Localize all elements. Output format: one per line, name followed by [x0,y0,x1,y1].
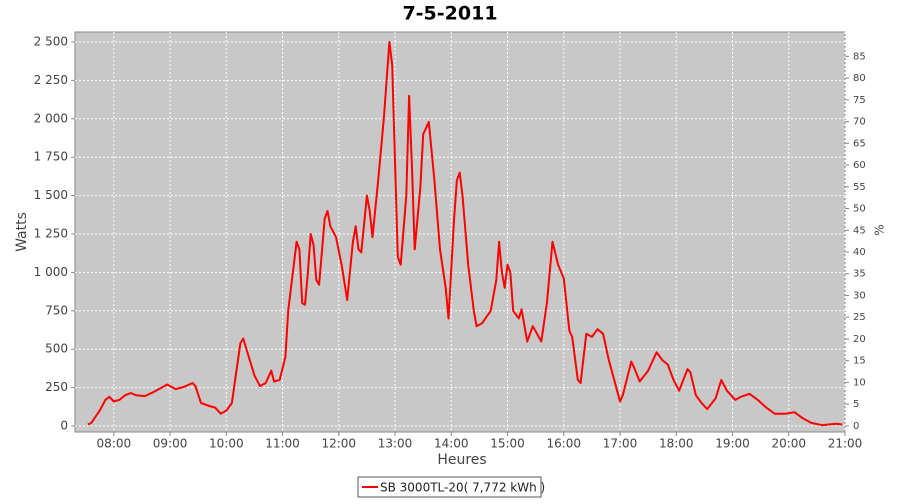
y2-tick-label: 65 [853,138,866,149]
y-tick-label: 1 750 [34,150,68,164]
y-tick-label: 0 [60,419,68,433]
y2-tick-label: 5 [853,399,859,410]
x-tick-label: 16:00 [546,437,581,451]
y2-tick-label: 70 [853,117,866,128]
y2-tick-label: 55 [853,182,866,193]
y2-tick-label: 85 [853,51,866,62]
y-tick-label: 250 [45,380,68,394]
y2-tick-label: 10 [853,377,866,388]
y2-tick-label: 40 [853,247,866,258]
x-tick-label: 13:00 [378,437,413,451]
x-tick-label: 18:00 [659,437,694,451]
x-tick-label: 09:00 [153,437,188,451]
y2-tick-label: 30 [853,290,866,301]
y-tick-label: 1 500 [34,188,68,202]
x-tick-label: 14:00 [434,437,469,451]
plot-area [74,31,846,433]
y-tick-label: 2 250 [34,73,68,87]
x-tick-label: 08:00 [97,437,132,451]
y2-tick-label: 60 [853,160,866,171]
chart-title: 7-5-2011 [402,3,497,25]
series-line [87,41,843,427]
y2-axis-label: % [873,224,887,235]
x-tick-label: 19:00 [715,437,750,451]
legend-label: SB 3000TL-20( 7,772 kWh ) [380,481,545,495]
legend [357,476,542,498]
x-axis-label: Heures [437,452,486,468]
y-tick-label: 1 000 [34,265,68,279]
y-tick-label: 2 500 [34,34,68,48]
x-tick-label: 17:00 [603,437,638,451]
y-tick-label: 1 250 [34,226,68,240]
y-tick-label: 750 [45,303,68,317]
y2-tick-label: 0 [853,421,859,432]
y2-tick-label: 20 [853,334,866,345]
x-tick-label: 10:00 [209,437,244,451]
y2-tick-label: 50 [853,204,866,215]
x-tick-label: 11:00 [265,437,300,451]
y2-tick-label: 45 [853,225,866,236]
x-tick-label: 20:00 [771,437,806,451]
y2-tick-label: 75 [853,95,866,106]
y2-tick-label: 15 [853,356,866,367]
x-tick-label: 15:00 [490,437,525,451]
y-tick-label: 2 000 [34,111,68,125]
y2-tick-label: 80 [853,73,866,84]
x-tick-label: 21:00 [828,437,863,451]
y-tick-label: 500 [45,342,68,356]
y2-tick-label: 35 [853,269,866,280]
x-tick-label: 12:00 [321,437,356,451]
y-axis-label: Watts [14,212,30,252]
y2-tick-label: 25 [853,312,866,323]
